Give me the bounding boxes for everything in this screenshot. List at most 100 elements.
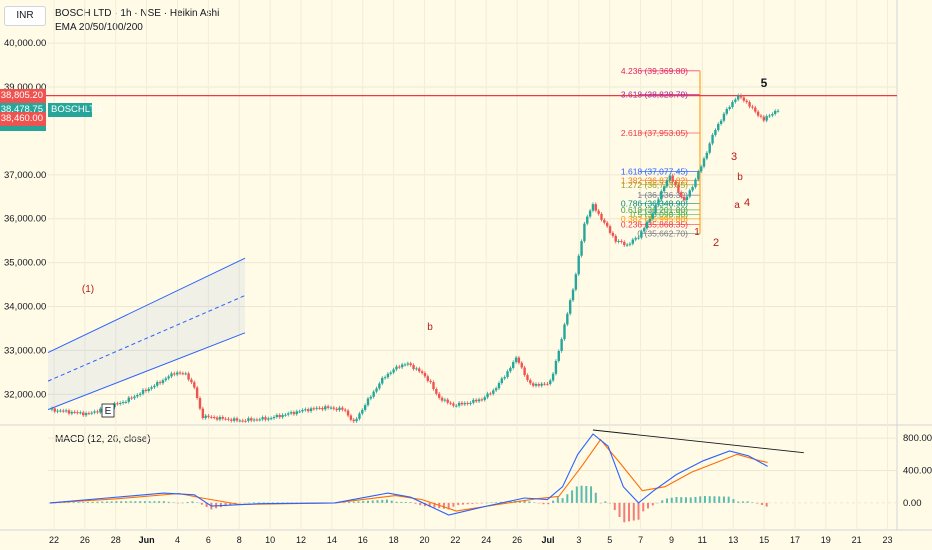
candle-body xyxy=(682,196,686,201)
candle-body xyxy=(776,110,780,112)
candle-body xyxy=(640,231,643,238)
macd-histogram-bar xyxy=(552,500,555,503)
candle-body xyxy=(295,411,298,415)
candle-body xyxy=(671,175,674,182)
macd-divergence-line xyxy=(592,429,804,454)
candle-body xyxy=(389,372,392,374)
candle-body xyxy=(82,412,85,416)
candle-body xyxy=(486,393,489,398)
candle-body xyxy=(76,412,79,414)
candle-body xyxy=(344,409,347,411)
macd-histogram-bar xyxy=(599,502,602,504)
candle-body xyxy=(611,232,615,236)
fib-level-label: 0.236 (35,868.35) xyxy=(621,220,688,230)
candle-body xyxy=(614,235,617,242)
candle-body xyxy=(321,407,324,410)
currency-selector[interactable]: INR xyxy=(4,6,46,26)
candle-body xyxy=(680,192,683,197)
macd-histogram-bar xyxy=(746,501,749,503)
candle-body xyxy=(705,152,709,159)
macd-histogram-bar xyxy=(129,501,132,503)
candle-body xyxy=(398,366,401,368)
fib-level-label: 3.618 (38,828.79) xyxy=(621,90,688,100)
candle-body xyxy=(355,418,358,422)
macd-histogram-bar xyxy=(357,501,360,503)
axes: 40,000.00 39,000.00 37,000.00 36,000.00 35,0… xyxy=(4,38,932,545)
time-tick-label: 11 xyxy=(698,535,707,545)
macd-histogram-bar xyxy=(143,501,146,503)
candle-body xyxy=(437,393,441,398)
candle-body xyxy=(554,360,558,374)
grid-lines xyxy=(0,0,932,531)
candle-body xyxy=(341,407,344,410)
time-tick-label: 20 xyxy=(419,535,429,545)
candle-body xyxy=(537,384,541,386)
candle-body xyxy=(67,410,71,414)
macd-histogram-bar xyxy=(86,501,89,503)
macd-histogram-bar xyxy=(509,501,512,503)
candle-body xyxy=(215,417,219,420)
macd-histogram-bar xyxy=(366,500,369,503)
macd-histogram-bar xyxy=(542,502,545,505)
macd-indicator-label[interactable]: MACD (12, 26, close) xyxy=(55,434,151,445)
macd-histogram-bar xyxy=(348,501,351,503)
macd-histogram-bar xyxy=(466,502,469,505)
macd-histogram-bar xyxy=(665,498,668,503)
macd-histogram-bar xyxy=(737,501,740,503)
time-tick-label: 7 xyxy=(638,535,643,545)
macd-histogram-bar xyxy=(556,497,559,503)
macd-histogram-bar xyxy=(153,501,156,503)
candle-body xyxy=(418,368,421,372)
candle-body xyxy=(161,380,165,384)
candle-body xyxy=(184,373,187,375)
macd-histogram-bar xyxy=(139,501,142,503)
ema-indicator-label[interactable]: EMA 20/50/100/200 xyxy=(55,22,143,33)
candle-body xyxy=(247,418,250,421)
candle-body xyxy=(517,357,521,363)
candle-body xyxy=(224,418,227,420)
candle-body xyxy=(304,409,307,411)
time-tick-label: Jul xyxy=(541,535,554,545)
price-tick-label: 32,000.00 xyxy=(4,389,46,400)
macd-pane xyxy=(49,429,804,523)
candle-body xyxy=(375,388,378,392)
macd-histogram-bar xyxy=(580,485,583,503)
candle-body xyxy=(691,187,694,191)
candle-body xyxy=(523,367,526,376)
candle-body xyxy=(378,383,381,389)
candle-body xyxy=(133,396,136,399)
candle-body xyxy=(213,417,216,419)
macd-histogram-bar xyxy=(395,501,398,503)
candle-body xyxy=(227,418,230,420)
candle-body xyxy=(443,399,447,401)
price-tick-label: 35,000.00 xyxy=(4,258,46,269)
macd-histogram-bar xyxy=(708,496,711,503)
candle-body xyxy=(50,408,54,410)
candle-body xyxy=(748,102,751,107)
candle-body xyxy=(261,417,264,420)
time-tick-label: 26 xyxy=(512,535,522,545)
candle-body xyxy=(702,158,706,167)
macd-histogram-bar xyxy=(452,502,455,507)
candle-body xyxy=(309,408,313,412)
candle-body xyxy=(603,219,606,223)
candle-body xyxy=(232,418,236,421)
candle-body xyxy=(472,399,475,403)
candle-body xyxy=(312,408,316,410)
fib-level-label: 2.618 (37,953.05) xyxy=(621,128,688,138)
candle-body xyxy=(591,204,595,211)
candle-body xyxy=(540,383,543,386)
macd-histogram-bar xyxy=(495,502,498,503)
macd-histogram-bar xyxy=(167,501,170,503)
candle-body xyxy=(363,405,367,410)
candle-body xyxy=(529,380,532,384)
candle-body xyxy=(526,375,529,381)
macd-histogram-bar xyxy=(471,502,474,504)
symbol-title[interactable]: BOSCH LTD · 1h · NSE · Heikin Ashi xyxy=(55,8,220,19)
candle-body xyxy=(551,373,555,381)
wave-label: 2 xyxy=(713,237,719,249)
candle-body xyxy=(90,412,93,414)
candle-body xyxy=(774,110,777,114)
macd-histogram-bar xyxy=(281,502,284,504)
